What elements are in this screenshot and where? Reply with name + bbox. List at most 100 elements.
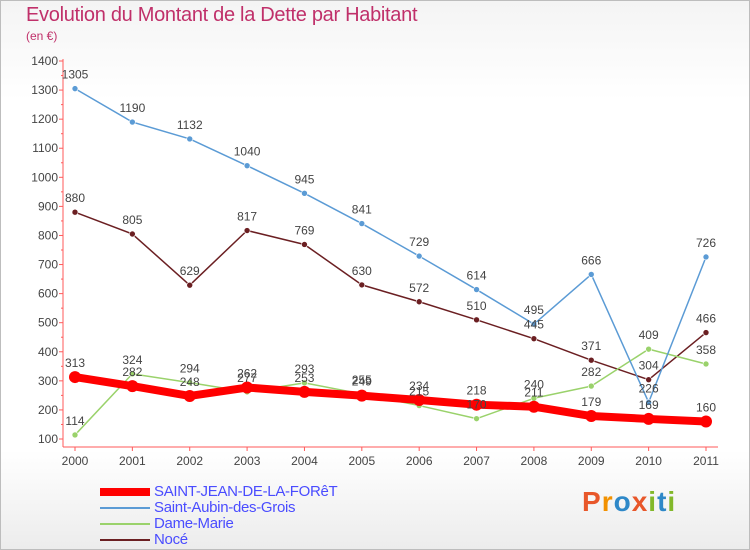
- x-tick-label: 2011: [693, 454, 719, 468]
- y-tick-label: 800: [38, 228, 58, 242]
- x-tick-label: 2002: [176, 454, 203, 468]
- x-tick-label: 2010: [635, 454, 662, 468]
- data-point: [645, 399, 652, 406]
- logo-letter: t: [657, 486, 668, 517]
- data-point: [71, 431, 79, 439]
- y-tick-label: 1100: [32, 141, 58, 155]
- data-point: [355, 389, 368, 402]
- data-point: [645, 376, 652, 383]
- y-tick-label: 1000: [31, 170, 58, 184]
- y-tick-label: 1200: [31, 112, 58, 126]
- data-label: 304: [639, 359, 659, 373]
- chart-title: Evolution du Montant de la Dette par Hab…: [26, 4, 418, 26]
- data-point: [415, 252, 423, 260]
- legend-label: SAINT-JEAN-DE-LA-FORêT: [154, 483, 338, 500]
- x-tick-label: 2005: [348, 454, 375, 468]
- data-point: [702, 329, 710, 336]
- data-label: 114: [65, 414, 84, 428]
- data-label: 1040: [234, 145, 261, 159]
- data-point: [530, 335, 538, 342]
- data-point: [413, 394, 426, 407]
- logo-letter: P: [582, 486, 602, 517]
- data-label: 169: [639, 398, 659, 412]
- y-tick-label: 500: [38, 316, 58, 330]
- data-point: [129, 230, 136, 238]
- data-label: 293: [294, 362, 314, 376]
- legend-label: Saint-Aubin-des-Grois: [154, 499, 296, 516]
- data-label: 409: [639, 328, 659, 342]
- x-tick-label: 2006: [406, 454, 433, 468]
- data-point: [642, 412, 655, 425]
- y-tick-label: 200: [38, 403, 58, 417]
- data-label: 248: [180, 375, 200, 389]
- data-label: 240: [524, 377, 544, 391]
- x-tick-label: 2001: [119, 454, 146, 468]
- data-label: 726: [696, 236, 716, 250]
- data-point: [129, 370, 136, 378]
- data-point: [585, 410, 598, 423]
- y-tick-label: 1400: [31, 54, 58, 68]
- data-label: 945: [294, 172, 314, 186]
- data-label: 255: [352, 373, 372, 387]
- data-point: [186, 281, 194, 289]
- data-label: 1190: [119, 101, 145, 115]
- data-point: [69, 371, 81, 384]
- y-tick-label: 700: [38, 258, 58, 272]
- legend-swatch: [100, 507, 150, 509]
- data-point: [243, 227, 251, 234]
- data-label: 1132: [177, 118, 203, 132]
- data-label: 253: [294, 371, 314, 385]
- y-tick-label: 400: [38, 345, 58, 359]
- data-label: 282: [581, 365, 601, 379]
- data-point: [415, 298, 423, 306]
- x-tick-label: 2008: [521, 454, 548, 468]
- data-point: [301, 190, 308, 197]
- data-label: 215: [409, 385, 429, 399]
- data-point: [358, 220, 366, 227]
- data-point: [241, 381, 254, 394]
- x-tick-label: 2007: [463, 454, 490, 468]
- data-label: 1305: [62, 68, 89, 82]
- data-label: 160: [696, 401, 716, 415]
- data-point: [71, 85, 79, 92]
- data-label: 880: [65, 191, 85, 205]
- data-point: [587, 382, 595, 390]
- legend-swatch: [100, 539, 150, 541]
- data-point: [473, 316, 480, 324]
- data-label: 234: [409, 379, 429, 393]
- logo-letter: r: [601, 486, 614, 517]
- data-label: 277: [237, 371, 257, 385]
- data-label: 313: [65, 356, 85, 370]
- y-tick-label: 900: [38, 199, 58, 213]
- x-tick-label: 2004: [291, 454, 318, 468]
- data-label: 249: [352, 375, 372, 389]
- data-label: 805: [122, 213, 142, 227]
- logo-letter: x: [631, 486, 649, 517]
- data-label: 262: [237, 367, 257, 381]
- proxiti-logo: Proxiti: [582, 486, 676, 518]
- legend-label: Dame-Marie: [154, 515, 234, 532]
- series-line-3: [74, 211, 707, 381]
- data-point: [71, 208, 79, 216]
- data-point: [700, 415, 712, 428]
- data-label: 769: [294, 223, 314, 237]
- data-label: 817: [237, 210, 257, 224]
- data-point: [702, 360, 710, 368]
- data-label: 572: [409, 281, 429, 295]
- logo-letter: i: [667, 486, 677, 517]
- data-label: 294: [180, 362, 200, 376]
- data-point: [186, 379, 194, 386]
- legend-swatch: [100, 523, 150, 525]
- data-label: 179: [581, 395, 601, 409]
- data-label: 226: [639, 381, 659, 395]
- data-label: 445: [524, 318, 544, 332]
- data-point: [473, 415, 480, 422]
- data-label: 170: [467, 398, 487, 412]
- data-label: 324: [122, 353, 142, 367]
- legend-label: Nocé: [154, 531, 188, 548]
- data-point: [301, 241, 308, 248]
- data-point: [183, 389, 196, 402]
- data-label: 211: [524, 386, 543, 400]
